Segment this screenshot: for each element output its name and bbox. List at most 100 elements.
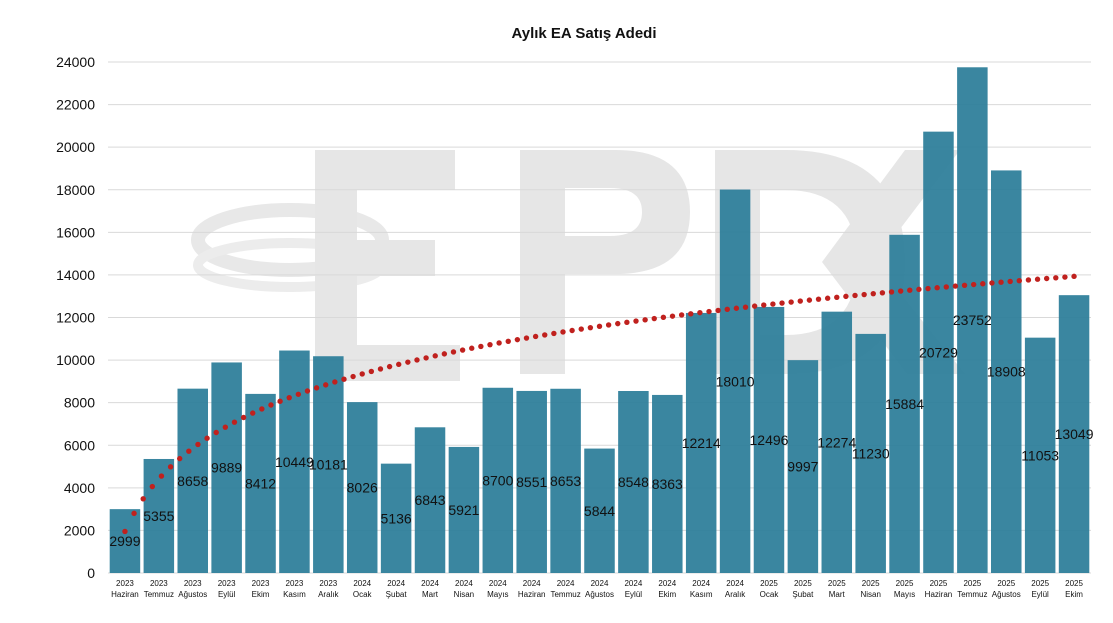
bar <box>1058 295 1090 573</box>
trend-dot <box>414 357 420 363</box>
x-tick-month: Temmuz <box>550 590 580 599</box>
trend-dot <box>496 340 502 346</box>
x-axis-labels: 2023 Haziran 2023 Temmuz 2023 Ağustos 2023 Eylü… <box>111 579 1083 599</box>
bar <box>482 387 514 573</box>
trend-dot <box>916 286 922 293</box>
x-tick-month: Nisan <box>454 590 474 599</box>
trend-dot <box>624 319 630 326</box>
data-label: 13049 <box>1055 426 1094 442</box>
y-tick-label: 24000 <box>56 54 95 70</box>
x-tick-year: 2025 <box>1031 579 1049 588</box>
x-tick-month: Ekim <box>1065 590 1083 599</box>
trend-dot <box>706 308 712 315</box>
trend-dot <box>605 322 612 328</box>
trend-dot <box>569 327 575 334</box>
x-tick-month: Aralık <box>725 590 746 599</box>
trend-dot <box>697 309 703 316</box>
x-tick-year: 2025 <box>862 579 880 588</box>
trend-dot <box>888 289 895 295</box>
trend-dot <box>943 284 949 290</box>
data-label: 20729 <box>919 344 958 360</box>
x-tick-year: 2024 <box>387 579 405 588</box>
data-label: 8026 <box>347 480 378 496</box>
x-tick-year: 2023 <box>286 579 304 588</box>
trend-dot <box>742 304 749 310</box>
bar <box>245 393 276 573</box>
bar <box>448 446 480 573</box>
trend-dot <box>259 406 265 412</box>
trend-dot <box>350 373 356 380</box>
trend-dot <box>815 296 822 302</box>
trend-dot <box>423 355 429 361</box>
trend-dot <box>615 320 621 327</box>
trend-dot <box>231 419 238 425</box>
bar <box>414 427 446 573</box>
trend-dot <box>277 398 283 404</box>
trend-dot <box>907 287 913 293</box>
trend-dot <box>487 341 493 348</box>
data-label: 8658 <box>177 473 208 489</box>
y-tick-label: 10000 <box>56 352 95 368</box>
trend-dot <box>934 285 940 291</box>
y-tick-label: 6000 <box>64 437 95 453</box>
bar <box>821 311 853 573</box>
x-tick-month: Kasım <box>283 590 306 599</box>
trend-dot <box>405 359 411 365</box>
y-tick-label: 12000 <box>56 310 95 326</box>
x-tick-month: Eylül <box>218 590 236 599</box>
trend-dot <box>770 301 776 307</box>
x-tick-year: 2024 <box>489 579 507 588</box>
data-label: 18908 <box>987 364 1026 380</box>
x-tick-month: Aralık <box>318 590 339 599</box>
trend-dot <box>186 448 192 454</box>
data-label: 10449 <box>275 454 314 470</box>
trend-dot <box>149 483 156 490</box>
trend-dot <box>797 298 803 304</box>
x-tick-year: 2024 <box>692 579 710 588</box>
trend-dot <box>542 332 548 338</box>
trend-dot <box>131 510 137 517</box>
x-tick-year: 2023 <box>319 579 337 588</box>
x-tick-month: Eylül <box>625 590 643 599</box>
trend-dot <box>980 281 986 287</box>
trend-dot <box>952 283 959 289</box>
x-tick-month: Temmuz <box>144 590 174 599</box>
trend-dot <box>761 302 767 308</box>
bar <box>313 356 344 573</box>
trend-dot <box>514 336 521 343</box>
trend-dot <box>824 295 831 301</box>
trend-dot <box>1062 274 1068 280</box>
x-tick-month: Ocak <box>760 590 780 599</box>
data-label: 11053 <box>1021 447 1059 463</box>
x-tick-year: 2023 <box>218 579 236 588</box>
trend-dot <box>195 441 201 448</box>
x-tick-month: Temmuz <box>957 590 987 599</box>
x-tick-year: 2024 <box>591 579 609 588</box>
trend-dot <box>213 429 219 436</box>
trend-dot <box>688 311 694 317</box>
trend-dot <box>669 313 676 319</box>
x-tick-year: 2025 <box>794 579 812 588</box>
x-tick-month: Ekim <box>658 590 676 599</box>
trend-dot <box>1043 275 1050 282</box>
trend-dot <box>304 388 311 394</box>
trend-dot <box>158 473 165 479</box>
trend-dot <box>140 496 146 502</box>
trend-dot <box>368 368 375 375</box>
data-label: 6843 <box>414 492 445 508</box>
trend-dot <box>441 351 448 357</box>
x-tick-month: Nisan <box>860 590 880 599</box>
trend-dot <box>925 285 931 292</box>
x-tick-month: Kasım <box>690 590 713 599</box>
trend-dot <box>733 305 740 311</box>
trend-dot <box>1025 277 1032 283</box>
trend-dot <box>642 317 648 323</box>
x-tick-year: 2025 <box>896 579 914 588</box>
data-label: 8653 <box>550 473 581 489</box>
trend-dot <box>359 371 365 377</box>
trend-dot <box>523 335 530 341</box>
trend-dot <box>469 345 475 351</box>
bar <box>584 448 615 573</box>
